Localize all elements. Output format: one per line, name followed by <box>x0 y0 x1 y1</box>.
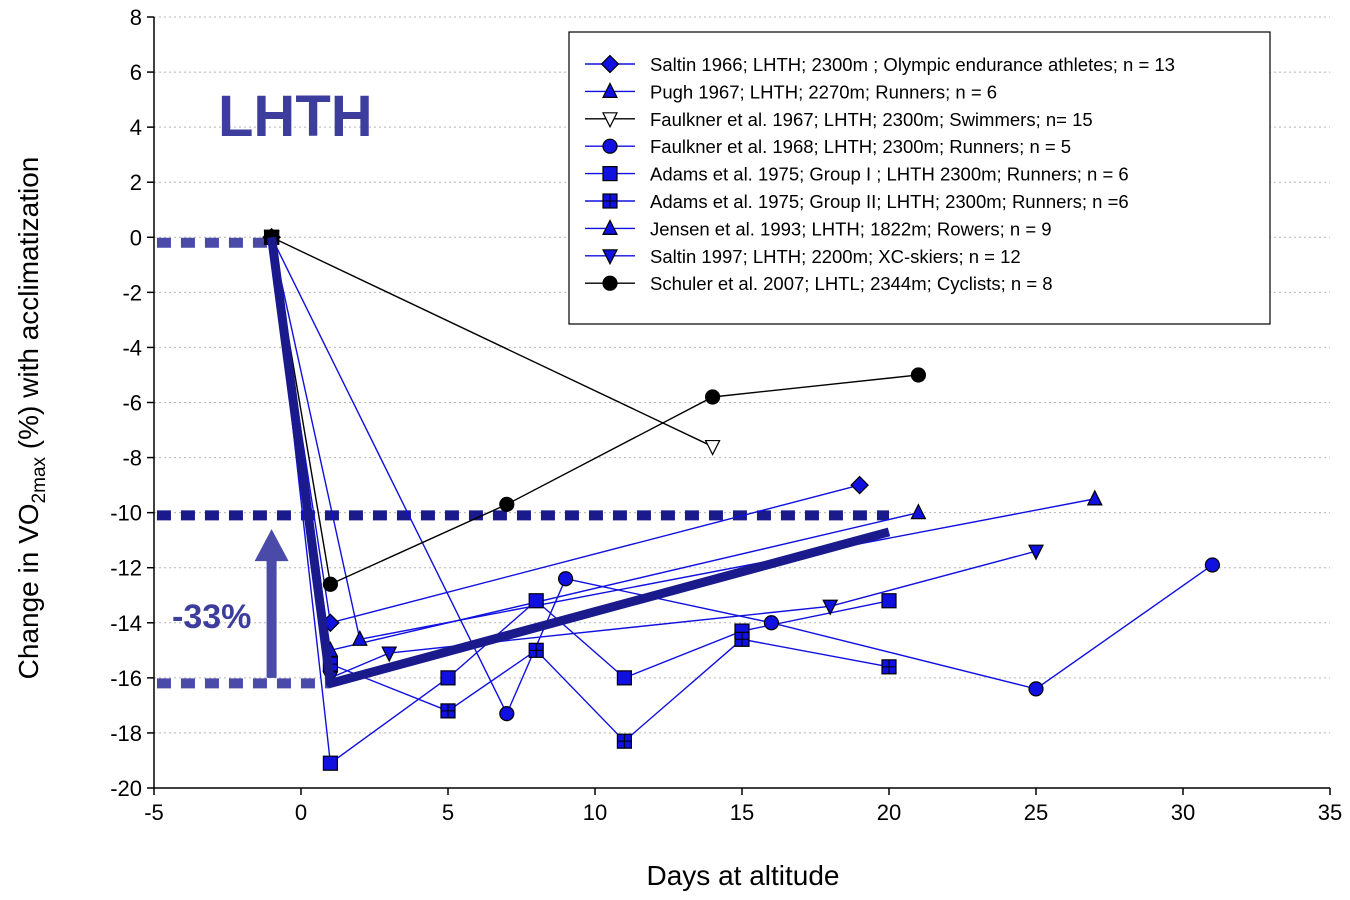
data-point <box>881 593 897 609</box>
data-point <box>704 439 721 456</box>
y-axis-label-suffix: (%) with acclimatization <box>13 157 44 457</box>
legend-entry: Adams et al. 1975; Group II; LHTH; 2300m… <box>585 191 1129 212</box>
y-tick-label: -18 <box>110 721 142 746</box>
data-point <box>322 576 338 592</box>
data-point <box>616 733 633 749</box>
x-tick-label: -5 <box>144 800 164 825</box>
legend-entry: Saltin 1966; LHTH; 2300m ; Olympic endur… <box>585 54 1175 75</box>
y-axis-label: Change in VO2max (%) with acclimatizatio… <box>13 157 50 680</box>
data-point <box>734 631 750 647</box>
data-point <box>602 219 618 235</box>
x-tick-label: 25 <box>1024 800 1048 825</box>
legend-entry: Pugh 1967; LHTH; 2270m; Runners; n = 6 <box>585 81 997 102</box>
data-point <box>704 389 721 405</box>
legend-label: Faulkner et al. 1967; LHTH; 2300m; Swimm… <box>650 109 1093 130</box>
x-tick-label: 30 <box>1171 800 1195 825</box>
data-point <box>602 82 618 99</box>
data-point <box>351 629 368 646</box>
data-point <box>528 593 544 609</box>
legend-label: Schuler et al. 2007; LHTL; 2344m; Cyclis… <box>650 273 1053 294</box>
y-tick-label: 8 <box>130 5 142 30</box>
data-point <box>822 599 839 616</box>
legend-entry: Faulkner et al. 1968; LHTH; 2300m; Runne… <box>585 136 1071 157</box>
legend-entry: Schuler et al. 2007; LHTL; 2344m; Cyclis… <box>585 273 1053 294</box>
y-axis-label-prefix: Change in VO <box>13 503 44 679</box>
legend-label: Adams et al. 1975; Group I ; LHTH 2300m;… <box>650 164 1129 185</box>
data-point <box>910 503 927 520</box>
x-tick-label: 15 <box>730 800 754 825</box>
legend-label: Jensen et al. 1993; LHTH; 1822m; Rowers;… <box>650 218 1052 239</box>
series-line <box>271 236 713 448</box>
legend-label: Saltin 1966; LHTH; 2300m ; Olympic endur… <box>650 54 1175 75</box>
x-tick-label: 10 <box>583 800 607 825</box>
x-tick-label: 5 <box>442 800 454 825</box>
data-point <box>1086 489 1103 506</box>
data-point <box>440 670 456 686</box>
data-point <box>616 670 633 686</box>
legend-entry: Jensen et al. 1993; LHTH; 1822m; Rowers;… <box>585 218 1052 239</box>
data-point <box>600 54 620 74</box>
y-tick-label: -10 <box>110 501 142 526</box>
y-tick-label: -6 <box>122 391 142 416</box>
legend-label: Saltin 1997; LHTH; 2200m; XC-skiers; n =… <box>650 246 1021 267</box>
data-point <box>499 706 515 722</box>
data-point <box>322 755 338 771</box>
legend-entry: Faulkner et al. 1967; LHTH; 2300m; Swimm… <box>585 109 1093 130</box>
y-tick-label: 0 <box>130 225 142 250</box>
data-point <box>557 571 574 587</box>
legend-entry: Saltin 1997; LHTH; 2200m; XC-skiers; n =… <box>585 246 1021 267</box>
data-point <box>1028 681 1044 697</box>
data-point <box>602 193 618 209</box>
data-point <box>602 166 618 182</box>
data-point <box>881 659 897 675</box>
y-tick-label: -12 <box>110 556 142 581</box>
legend-label: Adams et al. 1975; Group II; LHTH; 2300m… <box>650 191 1129 212</box>
y-tick-label: -8 <box>122 446 142 471</box>
y-tick-label: 4 <box>130 115 142 140</box>
annotation-change: -33% <box>172 598 251 636</box>
data-point <box>910 367 927 383</box>
series-line <box>270 236 1213 716</box>
data-point <box>440 703 456 719</box>
data-point <box>763 615 780 631</box>
data-point <box>850 475 869 495</box>
y-tick-label: -14 <box>110 611 142 636</box>
legend-label: Faulkner et al. 1968; LHTH; 2300m; Runne… <box>650 136 1071 157</box>
y-tick-label: -2 <box>122 280 142 305</box>
annotation-title: LHTH <box>218 84 373 149</box>
data-point <box>499 496 515 512</box>
annotations: LHTH -33% <box>172 84 373 678</box>
legend-entry: Adams et al. 1975; Group I ; LHTH 2300m;… <box>585 164 1129 185</box>
x-tick-label: 20 <box>877 800 901 825</box>
y-tick-label: -16 <box>110 666 142 691</box>
trend-line <box>267 236 891 688</box>
data-point <box>1204 557 1221 573</box>
data-point <box>381 646 398 663</box>
data-point <box>602 249 618 266</box>
y-axis-label-sub: 2max <box>29 456 50 503</box>
data-point <box>1028 544 1044 561</box>
legend-box <box>568 31 1271 325</box>
trend-line-group <box>267 236 891 688</box>
x-tick-label: 35 <box>1318 800 1342 825</box>
legend-label: Pugh 1967; LHTH; 2270m; Runners; n = 6 <box>650 81 997 102</box>
data-point <box>602 138 618 154</box>
y-tick-label: 6 <box>130 60 142 85</box>
x-tick-label: 0 <box>295 800 307 825</box>
change-arrow-head <box>254 529 289 562</box>
y-tick-label: -4 <box>122 335 142 360</box>
x-axis-label: Days at altitude <box>647 860 840 891</box>
reference-lines <box>156 237 889 689</box>
y-tick-label: -20 <box>110 776 142 801</box>
legend: Saltin 1966; LHTH; 2300m ; Olympic endur… <box>568 31 1271 325</box>
data-point <box>528 642 544 658</box>
data-point <box>602 275 618 291</box>
data-point <box>602 112 618 129</box>
y-tick-label: 2 <box>130 170 142 195</box>
